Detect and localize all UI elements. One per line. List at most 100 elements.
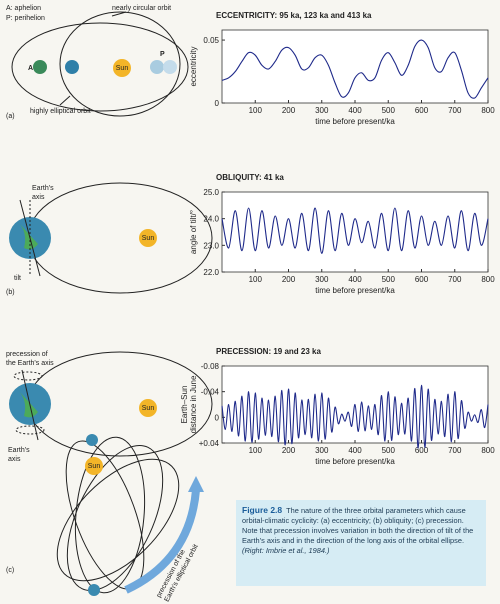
earth-faded [150, 60, 164, 74]
y-axis-label: eccentricity [189, 46, 198, 86]
plot-area [221, 191, 489, 273]
label: Earth's [8, 447, 30, 454]
y-tick-label: +0.04 [199, 439, 220, 448]
chart-title: OBLIQUITY: 41 ka [216, 173, 284, 182]
elliptical-orbit [11, 22, 189, 112]
y-tick-label: 0 [215, 99, 220, 108]
label: Sun [142, 235, 155, 242]
y-axis-label: distance in June [189, 375, 198, 433]
x-tick-label: 200 [282, 275, 296, 284]
label: axis [8, 456, 21, 463]
caption-text: The nature of the three orbital paramete… [242, 506, 474, 546]
data-line [221, 207, 489, 254]
circular-orbit [59, 11, 181, 117]
arrow-head [188, 476, 204, 492]
earth-land [18, 390, 38, 418]
label: Earth's [32, 185, 54, 192]
y-axis-label: Earth–Sun [180, 386, 189, 424]
panel-label: (b) [6, 289, 15, 296]
x-tick-label: 100 [249, 275, 263, 284]
label: Sun [142, 405, 155, 412]
x-axis-label: time before present/ka [315, 117, 395, 126]
x-tick-label: 500 [382, 446, 396, 455]
sun [139, 399, 157, 417]
x-tick-label: 700 [448, 106, 462, 115]
axis-line [21, 369, 39, 441]
orbit [27, 182, 213, 294]
label: P [160, 51, 165, 58]
precession-arrow [124, 489, 200, 594]
diagram-a [11, 11, 189, 117]
y-tick-label: 22.0 [203, 268, 219, 277]
x-axis-label: time before present/ka [315, 286, 395, 295]
y-tick-label: 0.05 [203, 36, 219, 45]
earth [65, 60, 79, 74]
y-tick-label: 23.0 [203, 241, 219, 250]
orbit [65, 440, 145, 590]
orbit [56, 458, 180, 582]
earth [33, 60, 47, 74]
label: nearly circular orbit [112, 5, 171, 12]
precession-cone [13, 371, 43, 381]
x-tick-label: 800 [481, 106, 495, 115]
x-tick-label: 600 [415, 275, 429, 284]
label: the Earth's axis [6, 360, 54, 367]
orbit [74, 436, 146, 594]
x-tick-label: 300 [315, 446, 329, 455]
x-tick-label: 800 [481, 275, 495, 284]
x-tick-label: 200 [282, 106, 296, 115]
sun [139, 229, 157, 247]
earth-faded [163, 60, 177, 74]
earth-land [18, 222, 38, 250]
sun [85, 457, 103, 475]
earth [88, 584, 100, 596]
label: highly elliptical orbit [30, 108, 91, 115]
label: Sun [88, 463, 101, 470]
legend-text: A: aphelion [6, 5, 41, 12]
label: tilt [14, 275, 21, 282]
y-tick-label: -0.04 [201, 388, 220, 397]
y-tick-label: -0.08 [201, 362, 220, 371]
caption-label: Figure 2.8 [242, 505, 283, 515]
x-tick-label: 500 [382, 275, 396, 284]
y-tick-label: 0 [215, 413, 220, 422]
y-tick-label: 24.0 [203, 215, 219, 224]
x-tick-label: 100 [249, 106, 263, 115]
label: precession of [6, 351, 48, 358]
plot-area [221, 29, 489, 104]
x-tick-label: 300 [315, 275, 329, 284]
x-tick-label: 700 [448, 446, 462, 455]
x-tick-label: 100 [249, 446, 263, 455]
x-tick-label: 700 [448, 275, 462, 284]
y-tick-label: 25.0 [203, 188, 219, 197]
label: axis [32, 194, 45, 201]
label: A [28, 65, 33, 72]
leader [59, 95, 71, 106]
x-tick-label: 600 [415, 446, 429, 455]
legend-text: P: perihelion [6, 15, 45, 22]
x-tick-label: 600 [415, 106, 429, 115]
earth [86, 434, 98, 446]
caption-source: (Right: Imbrie et al., 1984.) [242, 546, 330, 556]
y-axis-label: angle of tilt/° [189, 210, 198, 254]
label: Sun [116, 65, 129, 72]
caption: Figure 2.8 The nature of the three orbita… [236, 500, 486, 586]
x-tick-label: 400 [348, 275, 362, 284]
chart-title: ECCENTRICITY: 95 ka, 123 ka and 413 ka [216, 11, 372, 20]
x-tick-label: 500 [382, 106, 396, 115]
x-tick-label: 400 [348, 106, 362, 115]
chart-title: PRECESSION: 19 and 23 ka [216, 347, 321, 356]
x-tick-label: 800 [481, 446, 495, 455]
precession-cone [15, 425, 45, 435]
x-axis-label: time before present/ka [315, 457, 395, 466]
x-tick-label: 400 [348, 446, 362, 455]
x-tick-label: 200 [282, 446, 296, 455]
data-line [221, 384, 489, 449]
leader [111, 11, 127, 17]
x-tick-label: 300 [315, 106, 329, 115]
panel-label: (c) [6, 567, 14, 574]
data-line [221, 39, 489, 99]
panel-label: (a) [6, 113, 15, 120]
